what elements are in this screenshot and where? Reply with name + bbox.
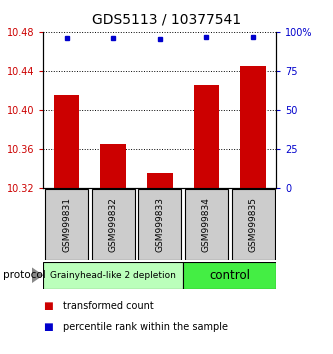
Text: transformed count: transformed count bbox=[63, 301, 154, 311]
Bar bbox=[45, 189, 88, 260]
Bar bbox=[147, 173, 173, 188]
Bar bbox=[43, 262, 183, 289]
Text: GSM999834: GSM999834 bbox=[202, 197, 211, 252]
Text: ■: ■ bbox=[43, 322, 53, 332]
Bar bbox=[183, 262, 276, 289]
Text: GSM999832: GSM999832 bbox=[109, 197, 118, 252]
Bar bbox=[139, 189, 181, 260]
Bar bbox=[240, 66, 266, 188]
Text: protocol: protocol bbox=[3, 270, 46, 280]
Bar bbox=[232, 189, 274, 260]
Text: Grainyhead-like 2 depletion: Grainyhead-like 2 depletion bbox=[50, 271, 176, 280]
Bar bbox=[185, 189, 228, 260]
Text: GSM999833: GSM999833 bbox=[155, 197, 165, 252]
Text: control: control bbox=[209, 269, 250, 282]
Text: GSM999831: GSM999831 bbox=[62, 197, 71, 252]
Text: GDS5113 / 10377541: GDS5113 / 10377541 bbox=[92, 12, 241, 27]
Text: percentile rank within the sample: percentile rank within the sample bbox=[63, 322, 228, 332]
Bar bbox=[54, 95, 80, 188]
Bar bbox=[101, 144, 126, 188]
Bar bbox=[194, 85, 219, 188]
Text: GSM999835: GSM999835 bbox=[248, 197, 258, 252]
Bar bbox=[92, 189, 135, 260]
Text: ■: ■ bbox=[43, 301, 53, 311]
Polygon shape bbox=[32, 267, 43, 283]
